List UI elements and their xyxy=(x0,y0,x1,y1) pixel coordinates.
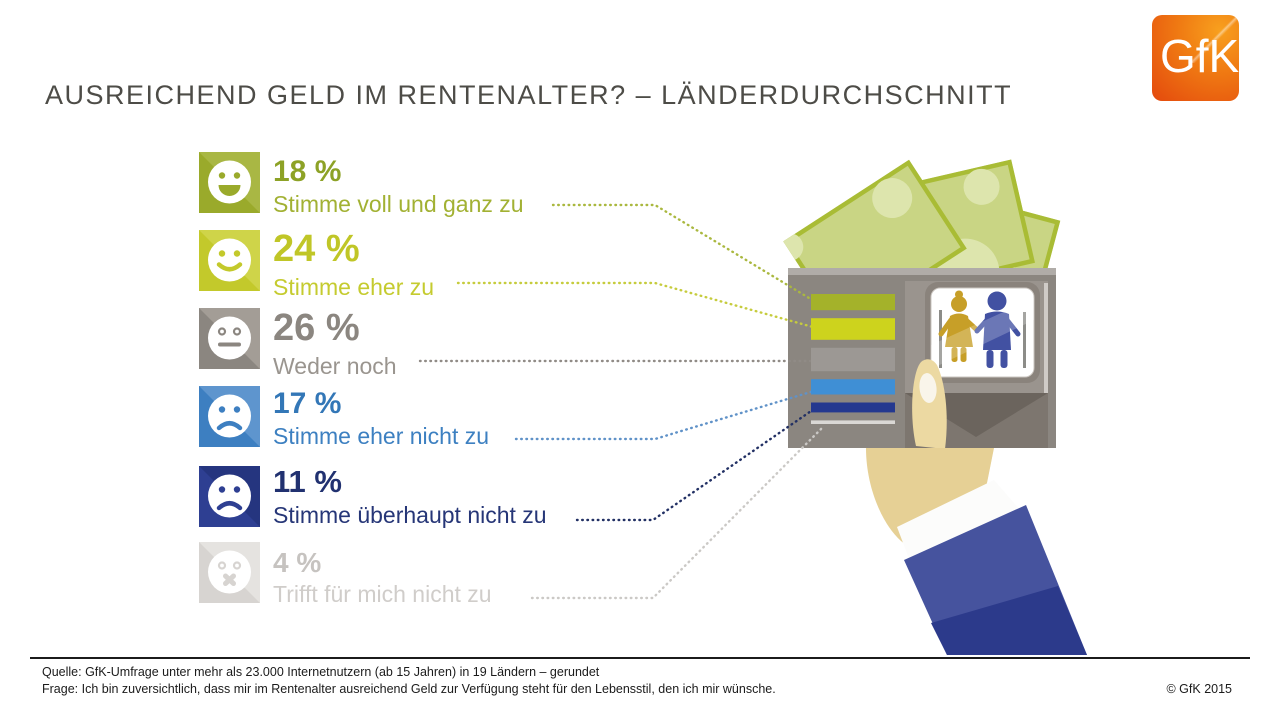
thumb xyxy=(912,359,947,449)
wallet-bar-5 xyxy=(811,420,895,424)
percent-label: Trifft für mich nicht zu xyxy=(273,581,492,608)
photo-sheen xyxy=(931,298,1034,369)
leader-line-6 xyxy=(530,424,826,600)
wallet-bar-0 xyxy=(811,294,895,311)
banknote-left xyxy=(783,159,967,331)
emoji-neutral-icon xyxy=(199,308,260,369)
wallet-bar-2 xyxy=(811,347,895,372)
legend-item-not-applicable: 4 % Trifft für mich nicht zu xyxy=(273,548,492,608)
wallet-top-rim xyxy=(788,268,1056,275)
footer-source: Quelle: GfK-Umfrage unter mehr als 23.00… xyxy=(42,665,600,679)
wrist xyxy=(866,448,994,548)
wallet-bar-4 xyxy=(811,402,895,413)
suit-sleeve xyxy=(904,505,1087,655)
legend-item-agree-somewhat: 24 % Stimme eher zu xyxy=(273,228,435,301)
legend-item-disagree-fully: 11 % Stimme überhaupt nicht zu xyxy=(273,464,547,529)
emoji-very-happy-icon xyxy=(199,152,260,213)
footer-copyright: © GfK 2015 xyxy=(1166,682,1233,696)
legend-item-agree-fully: 18 % Stimme voll und ganz zu xyxy=(273,156,524,218)
percent-label: Stimme überhaupt nicht zu xyxy=(273,502,547,529)
percent-value: 17 % xyxy=(273,387,342,420)
percent-value: 4 % xyxy=(273,547,322,578)
emoji-happy-icon xyxy=(199,230,260,291)
elderly-man xyxy=(974,291,1021,368)
emoji-not-applicable-icon xyxy=(199,542,260,603)
photo-frame xyxy=(930,287,1035,378)
leader-line-4 xyxy=(514,389,816,441)
cane-left xyxy=(939,310,942,368)
leader-line-1 xyxy=(551,203,816,303)
emoji-sad-icon xyxy=(199,386,260,447)
percent-label: Stimme eher zu xyxy=(273,273,435,300)
emoji-very-sad-icon xyxy=(199,466,260,527)
photo-pocket-flap xyxy=(905,393,1048,437)
photo-card xyxy=(925,282,1040,383)
leader-line-2 xyxy=(456,281,822,331)
cane-right xyxy=(1023,312,1026,368)
gfk-logo-text: GfK xyxy=(1160,30,1239,82)
wallet-bar-1 xyxy=(811,318,895,340)
gfk-logo: GfK xyxy=(1152,15,1239,101)
hand xyxy=(866,359,1087,655)
wallet-bar-3 xyxy=(811,379,895,395)
footer-question: Frage: Ich bin zuversichtlich, dass mir … xyxy=(42,682,776,696)
percent-value: 24 % xyxy=(273,228,360,270)
photo-pocket xyxy=(905,393,1048,448)
legend-item-neither: 26 % Weder noch xyxy=(273,307,397,380)
percent-label: Stimme eher nicht zu xyxy=(273,423,490,450)
percent-label: Weder noch xyxy=(273,352,397,379)
legend-item-disagree-somewhat: 17 % Stimme eher nicht zu xyxy=(273,388,489,450)
leader-line-5 xyxy=(575,407,816,522)
percent-value: 18 % xyxy=(273,155,342,188)
footer-divider xyxy=(30,657,1250,659)
shirt-cuff xyxy=(897,480,1021,569)
elderly-couple-photo xyxy=(931,290,1034,369)
banknote-middle xyxy=(864,159,1036,297)
suit-sleeve-shade xyxy=(931,586,1087,655)
thumb-nail xyxy=(919,373,937,403)
elderly-woman xyxy=(938,290,980,362)
page-title: AUSREICHEND GELD IM RENTENALTER? – LÄNDE… xyxy=(45,80,1013,110)
percent-value: 26 % xyxy=(273,307,360,349)
percent-label: Stimme voll und ganz zu xyxy=(273,191,524,218)
banknote-right xyxy=(899,184,1061,316)
wallet-body xyxy=(788,268,1056,448)
percent-value: 11 % xyxy=(273,464,342,499)
wallet-photo-panel xyxy=(905,281,1048,448)
wallet-bars xyxy=(811,294,895,424)
